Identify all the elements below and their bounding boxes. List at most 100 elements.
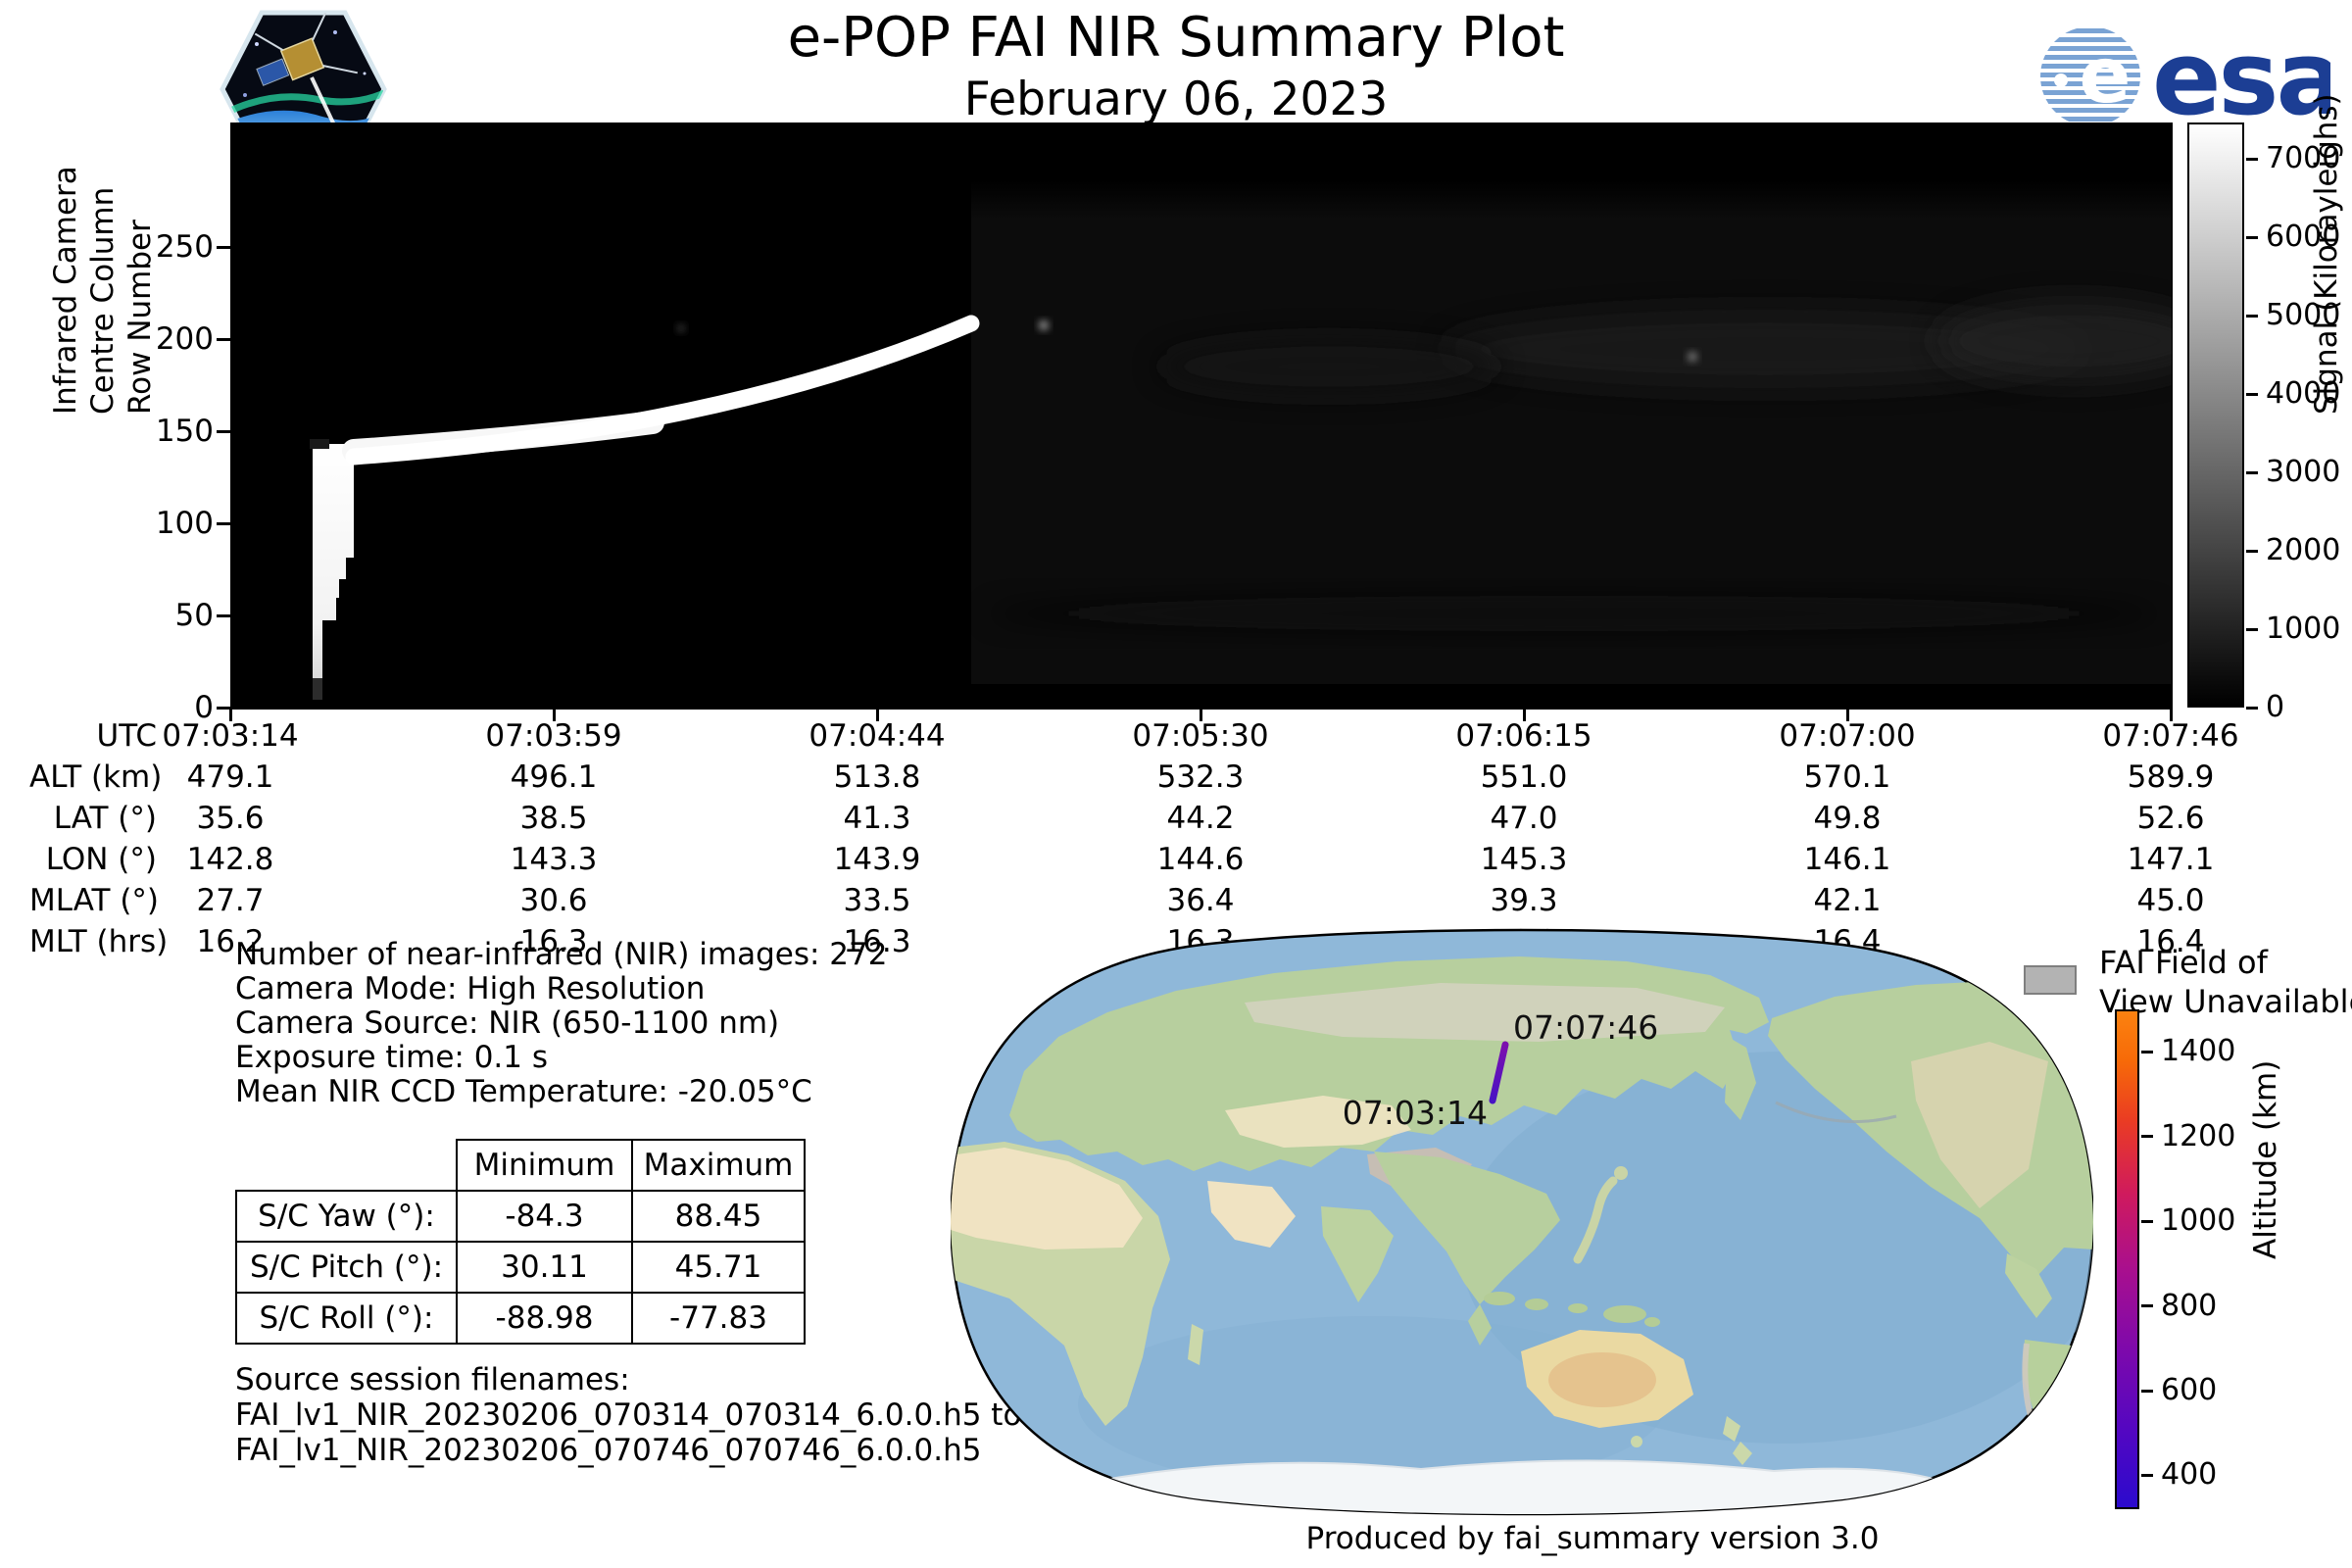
arabia	[1207, 1181, 1296, 1248]
table-min-value: -84.3	[456, 1190, 633, 1243]
colorbar-tick-label: 1200	[2161, 1118, 2236, 1153]
colorbar-tick-mark	[2246, 549, 2258, 553]
axis-row-value: 07:07:00	[1779, 718, 1916, 754]
esa-globe-dot	[2054, 74, 2068, 87]
y-tick-label: 250	[155, 229, 214, 266]
axis-row-value: 07:03:14	[162, 718, 299, 754]
colorbar-tick-label: 600	[2161, 1373, 2218, 1408]
colorbar-tick-label: 400	[2161, 1457, 2218, 1493]
acquisition-info: Number of near-infrared (NIR) images: 27…	[235, 938, 887, 1109]
axis-row-value: 532.3	[1156, 760, 1245, 795]
colorbar-tick-label: 1000	[2161, 1203, 2236, 1239]
axis-row-label: LON (°)	[45, 842, 157, 877]
y-tick-mark	[217, 613, 230, 617]
world-map: 07:07:46 07:03:14	[951, 928, 2093, 1516]
table-row: S/C Roll (°): -88.98 -77.83	[235, 1292, 806, 1345]
legend-line-2: View Unavailable	[2099, 983, 2352, 1020]
colorbar-tick-mark	[2246, 627, 2258, 631]
axis-row-value: 27.7	[196, 883, 265, 918]
rocky-mountains	[1911, 1042, 2048, 1208]
info-line: Exposure time: 0.1 s	[235, 1040, 549, 1075]
fov-unavailable-swatch	[2024, 965, 2077, 995]
table-min-value: -88.98	[456, 1292, 633, 1345]
axis-row-value: 07:04:44	[808, 718, 946, 754]
axis-row-value: 44.2	[1166, 801, 1235, 836]
tasmania	[1631, 1436, 1642, 1447]
axis-row-value: 07:03:59	[485, 718, 622, 754]
info-line: Camera Mode: High Resolution	[235, 971, 706, 1006]
colorbar-tick-label: 0	[2266, 690, 2285, 724]
axis-row-value: 147.1	[2127, 842, 2215, 877]
satellite-track	[1489, 1041, 1509, 1104]
info-line: Camera Source: NIR (650-1100 nm)	[235, 1005, 780, 1041]
table-max-value: 88.45	[631, 1190, 806, 1243]
axis-row-value: 16.4	[2136, 924, 2205, 959]
esa-globe-e: e	[2080, 32, 2132, 121]
page-title: e-POP FAI NIR Summary Plot	[787, 6, 1565, 70]
table-max-value: 45.71	[631, 1241, 806, 1294]
axis-row-value: 42.1	[1813, 883, 1882, 918]
x-tick-mark	[1845, 708, 1849, 721]
bright-dot-2	[1688, 352, 1697, 362]
y-tick-mark	[217, 245, 230, 249]
southeast-asia	[1374, 1152, 1560, 1304]
source-file-name: FAI_lv1_NIR_20230206_070746_070746_6.0.0…	[235, 1433, 982, 1468]
saturated-limb-column	[310, 439, 354, 700]
axis-row-value: 496.1	[510, 760, 598, 795]
colorbar-tick-label: 2000	[2266, 533, 2341, 567]
siberia-tundra	[1245, 983, 1725, 1042]
colorbar-tick-label: 3000	[2266, 455, 2341, 489]
axis-row-label: MLT (hrs)	[29, 924, 169, 959]
axis-row-value: 144.6	[1156, 842, 1245, 877]
axis-row-label: LAT (°)	[53, 801, 157, 836]
attitude-table: Minimum Maximum S/C Yaw (°): -84.3 88.45 S/C …	[235, 1139, 806, 1345]
axis-row-value: 143.3	[510, 842, 598, 877]
axis-row-value: 41.3	[843, 801, 911, 836]
kamchatka	[1723, 1034, 1756, 1120]
source-file-name: FAI_lv1_NIR_20230206_070314_070314_6.0.0…	[235, 1397, 1022, 1433]
colorbar-tick-mark	[2246, 470, 2258, 474]
axis-row-value: 146.1	[1803, 842, 1891, 877]
japan	[1573, 1176, 1618, 1264]
colorbar-tick-mark	[2141, 1135, 2153, 1139]
x-tick-mark	[228, 708, 232, 721]
hokkaido	[1614, 1166, 1628, 1180]
axis-row-value: 589.9	[2127, 760, 2215, 795]
patch-satellite	[254, 13, 359, 86]
keogram-image	[230, 122, 2173, 710]
info-line: Number of near-infrared (NIR) images: 27…	[235, 937, 888, 972]
y-tick-label: 150	[155, 414, 214, 450]
colorbar-tick-label: 6000	[2266, 220, 2341, 254]
esa-wordmark: esa	[2152, 20, 2330, 132]
colorbar-tick-mark	[2141, 1050, 2153, 1054]
axis-row-value: 143.9	[833, 842, 921, 877]
axis-row-value: 30.6	[519, 883, 588, 918]
x-tick-mark	[552, 708, 556, 721]
x-tick-mark	[875, 708, 879, 721]
axis-row-value: 35.6	[196, 801, 265, 836]
colorbar-tick-mark	[2141, 1389, 2153, 1393]
table-row-label: S/C Yaw (°):	[235, 1190, 458, 1243]
table-row: S/C Pitch (°): 30.11 45.71	[235, 1241, 806, 1294]
esa-globe	[2040, 26, 2140, 126]
colorbar-tick-mark	[2246, 157, 2258, 161]
axis-row-label: MLAT (°)	[29, 883, 160, 918]
y-tick-label: 200	[155, 321, 214, 358]
central-america	[2005, 1253, 2052, 1318]
axis-row-value: 07:07:46	[2102, 718, 2239, 754]
axis-row-value: 145.3	[1480, 842, 1568, 877]
colorbar-tick-label: 1000	[2266, 612, 2341, 646]
malay-peninsula	[1468, 1304, 1492, 1346]
track-end-time-label: 07:07:46	[1513, 1008, 1658, 1047]
axis-row-value: 38.5	[519, 801, 588, 836]
altitude-colorbar	[2115, 1009, 2139, 1509]
colorbar-tick-label: 4000	[2266, 376, 2341, 411]
y-tick-mark	[217, 706, 230, 710]
axis-row-value: 33.5	[843, 883, 911, 918]
new-zealand	[1723, 1416, 1752, 1465]
axis-row-value: 513.8	[833, 760, 921, 795]
y-tick-mark	[217, 337, 230, 341]
airglow-limb-track	[342, 315, 980, 466]
x-tick-mark	[1522, 708, 1526, 721]
table-row-label: S/C Roll (°):	[235, 1292, 458, 1345]
